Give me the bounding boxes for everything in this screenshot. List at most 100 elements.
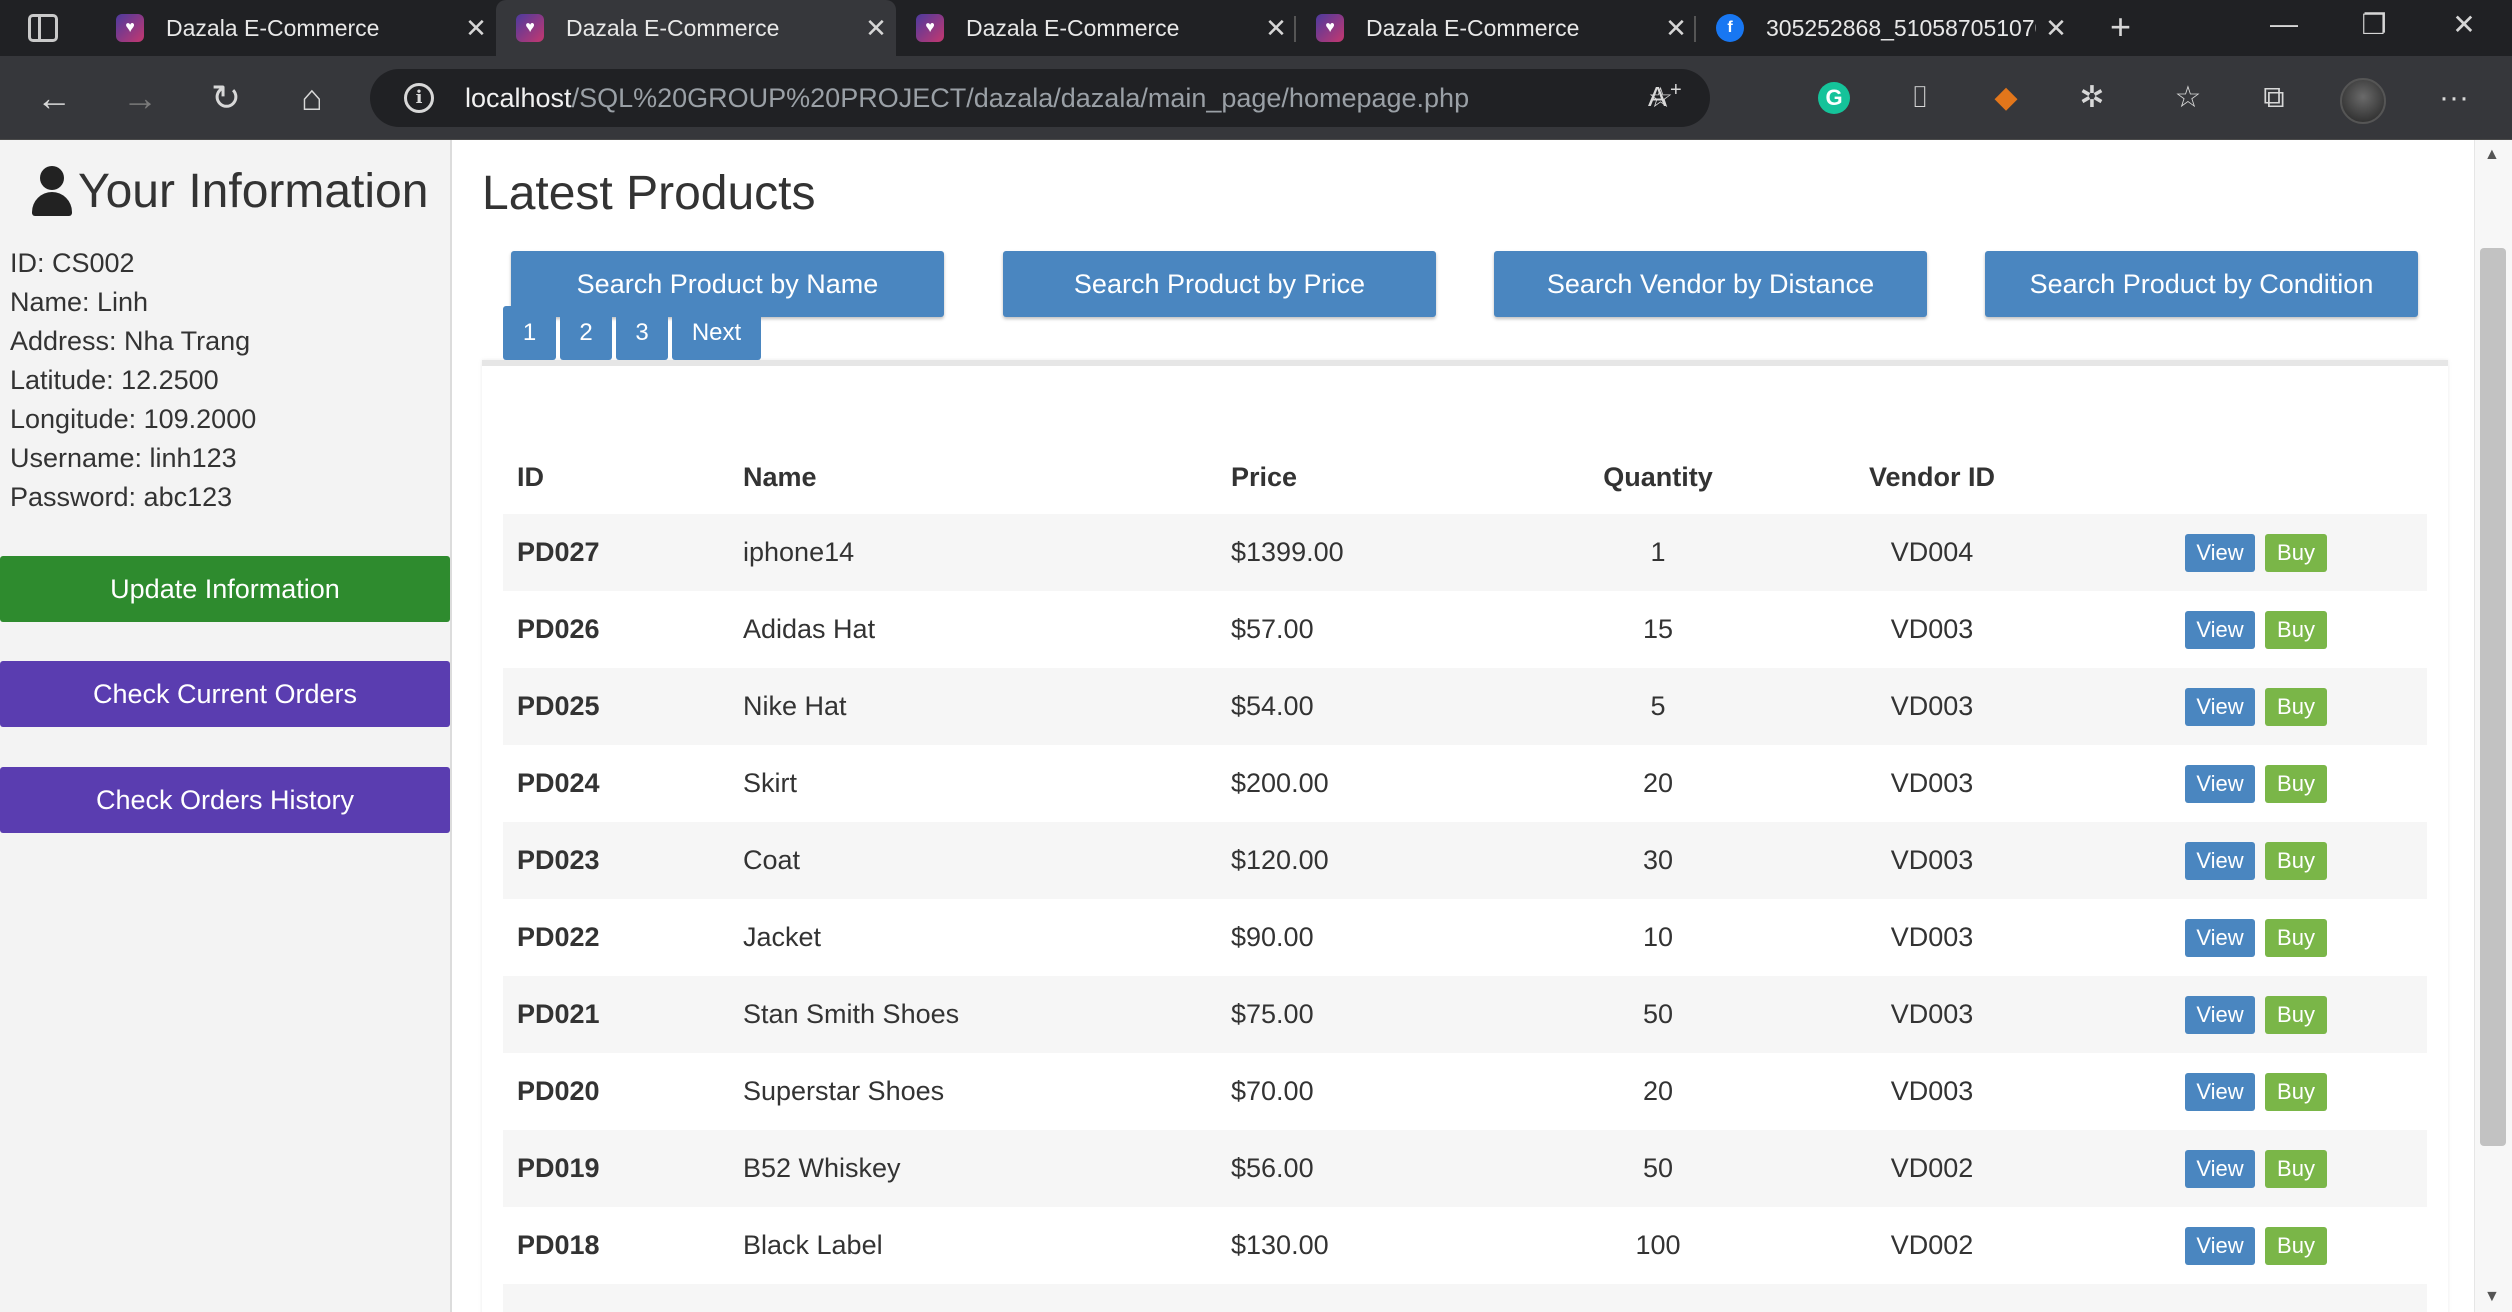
view-button[interactable]: View [2185, 1073, 2255, 1111]
dazala-favicon-icon: ♥ [116, 14, 144, 42]
view-button[interactable]: View [2185, 611, 2255, 649]
cell-quantity: 15 [1642, 614, 1674, 644]
check-orders-history-button[interactable]: Check Orders History [0, 767, 450, 833]
cell-quantity: 20 [1642, 768, 1674, 798]
favorite-icon[interactable]: ☆ [1648, 82, 1674, 113]
cell-quantity: 1 [1650, 537, 1666, 567]
search-product-by-price-button[interactable]: Search Product by Price [1003, 251, 1436, 317]
browser-tab-3[interactable]: ♥ Dazala E-Commerce ✕ [896, 0, 1296, 56]
view-button[interactable]: View [2185, 765, 2255, 803]
grammarly-icon[interactable]: G [1818, 82, 1850, 114]
back-icon[interactable]: ← [36, 77, 72, 118]
new-tab-icon[interactable]: + [2110, 6, 2132, 47]
tab-separator [1694, 16, 1696, 42]
buy-button[interactable]: Buy [2265, 919, 2327, 957]
home-icon[interactable]: ⌂ [301, 77, 323, 118]
close-tab-icon[interactable]: ✕ [2045, 12, 2067, 43]
cell-id: PD019 [517, 1153, 600, 1183]
cell-price: $1399.00 [1231, 537, 1344, 567]
dazala-favicon-icon: ♥ [916, 14, 944, 42]
buy-button[interactable]: Buy [2265, 996, 2327, 1034]
cell-price: $54.00 [1231, 691, 1314, 721]
read-aloud-icon[interactable]: A [1648, 81, 1667, 112]
buy-button[interactable]: Buy [2265, 1150, 2327, 1188]
close-tab-icon[interactable]: ✕ [1265, 12, 1287, 43]
view-button[interactable]: View [2185, 1227, 2255, 1265]
tab-actions-icon[interactable] [28, 14, 58, 42]
view-button[interactable]: View [2185, 842, 2255, 880]
address-bar[interactable]: i localhost/SQL%20GROUP%20PROJECT/dazala… [370, 69, 1710, 127]
view-button[interactable]: View [2185, 919, 2255, 957]
tab-title: Dazala E-Commerce [566, 14, 780, 41]
scroll-up-icon[interactable]: ▲ [2484, 146, 2500, 163]
close-tab-icon[interactable]: ✕ [465, 12, 487, 43]
cell-id: PD024 [517, 768, 600, 798]
page-content: Your Information ID: CS002 Name: Linh Ad… [0, 140, 2512, 1312]
buy-button[interactable]: Buy [2265, 765, 2327, 803]
cell-vendor-id: VD003 [1890, 614, 1974, 644]
buy-button[interactable]: Buy [2265, 1227, 2327, 1265]
cell-id: PD020 [517, 1076, 600, 1106]
extensions-icon[interactable]: ✲ [2079, 81, 2105, 114]
site-info-icon[interactable]: i [404, 83, 434, 113]
browser-tab-1[interactable]: ♥ Dazala E-Commerce ✕ [96, 0, 496, 56]
cell-price: $75.00 [1231, 999, 1314, 1029]
header-name: Name [743, 462, 817, 492]
reload-icon[interactable]: ↻ [210, 77, 242, 118]
buy-button[interactable]: Buy [2265, 1073, 2327, 1111]
cell-name: iphone14 [743, 537, 855, 567]
your-information-heading: Your Information [30, 164, 428, 219]
close-tab-icon[interactable]: ✕ [865, 12, 887, 43]
page-title: Latest Products [482, 167, 816, 220]
tab-title: 305252868_510587051070 [1766, 14, 2036, 41]
scroll-down-icon[interactable]: ▼ [2484, 1288, 2500, 1305]
info-password: Password: abc123 [10, 482, 233, 512]
view-button[interactable]: View [2185, 688, 2255, 726]
page-3-button[interactable]: 3 [616, 306, 668, 360]
cell-name: Skirt [743, 768, 797, 798]
collections-icon[interactable]: ⧉ [2263, 81, 2285, 114]
next-page-button[interactable]: Next [672, 306, 761, 360]
table-row: PD022 Jacket $90.00 10 VD003 View Buy [503, 899, 2427, 976]
browser-tab-2[interactable]: ♥ Dazala E-Commerce ✕ [496, 0, 896, 56]
cell-price: $70.00 [1231, 1076, 1314, 1106]
check-current-orders-button[interactable]: Check Current Orders [0, 661, 450, 727]
buy-button[interactable]: Buy [2265, 534, 2327, 572]
cell-name: Black Label [743, 1230, 883, 1260]
url-text[interactable]: localhost/SQL%20GROUP%20PROJECT/dazala/d… [465, 83, 1469, 114]
buy-button[interactable]: Buy [2265, 611, 2327, 649]
buy-button[interactable]: Buy [2265, 842, 2327, 880]
profile-avatar[interactable] [2340, 78, 2386, 124]
minimize-icon[interactable]: — [2270, 8, 2298, 39]
favorites-bar-icon[interactable]: ☆ [2174, 81, 2202, 114]
buy-button[interactable]: Buy [2265, 688, 2327, 726]
tab-separator [1294, 16, 1296, 42]
customer-sidebar: Your Information ID: CS002 Name: Linh Ad… [0, 140, 452, 1312]
page-1-button[interactable]: 1 [503, 306, 556, 360]
metamask-fox-icon[interactable]: ◆ [1994, 81, 2018, 114]
view-button[interactable]: View [2185, 996, 2255, 1034]
search-vendor-by-distance-button[interactable]: Search Vendor by Distance [1494, 251, 1927, 317]
cell-vendor-id: VD003 [1890, 1076, 1974, 1106]
forward-icon[interactable]: → [122, 77, 158, 118]
cell-name: Adidas Hat [743, 614, 876, 644]
browser-tab-5[interactable]: f 305252868_510587051070 ✕ [1696, 0, 2076, 56]
view-button[interactable]: View [2185, 534, 2255, 572]
camera-extension-icon[interactable]: ⌷ [1911, 81, 1929, 114]
cell-price: $200.00 [1231, 768, 1329, 798]
browser-tab-4[interactable]: ♥ Dazala E-Commerce ✕ [1296, 0, 1696, 56]
info-address: Address: Nha Trang [10, 326, 251, 356]
cell-quantity: 100 [1635, 1230, 1681, 1260]
close-tab-icon[interactable]: ✕ [1665, 12, 1687, 43]
cell-quantity: 20 [1642, 1076, 1674, 1106]
page-2-button[interactable]: 2 [560, 306, 612, 360]
update-information-button[interactable]: Update Information [0, 556, 450, 622]
more-menu-icon[interactable]: ··· [2439, 81, 2469, 114]
view-button[interactable]: View [2185, 1150, 2255, 1188]
customer-info: ID: CS002 Name: Linh Address: Nha Trang … [10, 244, 256, 517]
close-window-icon[interactable]: ✕ [2452, 9, 2476, 40]
cell-name: B52 Whiskey [743, 1153, 901, 1183]
restore-icon[interactable]: ❐ [2361, 9, 2387, 40]
search-product-by-condition-button[interactable]: Search Product by Condition [1985, 251, 2418, 317]
scrollbar-thumb[interactable] [2480, 248, 2506, 1146]
